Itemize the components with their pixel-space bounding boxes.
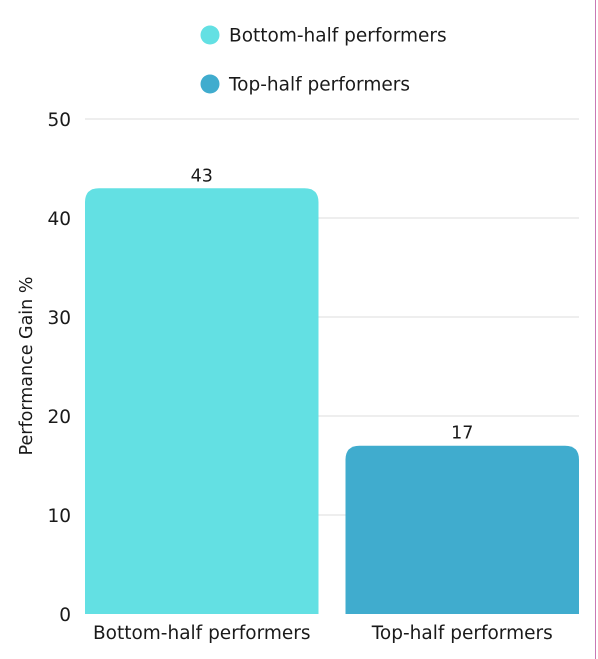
y-axis-label: Performance Gain % [17, 277, 37, 456]
data-label: 17 [451, 424, 473, 444]
y-tick-label: 50 [47, 110, 71, 131]
x-tick-label: Top-half performers [371, 623, 553, 644]
x-axis-ticks: Bottom-half performers Top-half performer… [93, 623, 553, 644]
bars [85, 188, 579, 615]
y-tick-label: 20 [47, 407, 71, 428]
x-tick-label: Bottom-half performers [93, 623, 311, 644]
bar [85, 188, 319, 615]
y-axis-ticks: 0 10 20 30 40 50 [47, 110, 71, 626]
y-tick-label: 0 [59, 605, 71, 626]
y-tick-label: 10 [47, 506, 71, 527]
data-label: 43 [191, 166, 213, 186]
data-labels: 43 17 [191, 166, 474, 443]
bar [345, 445, 579, 614]
legend-label: Top-half performers [228, 75, 410, 96]
legend-marker [200, 74, 220, 94]
y-tick-label: 40 [47, 209, 71, 230]
y-tick-label: 30 [47, 308, 71, 329]
legend-label: Bottom-half performers [229, 26, 447, 47]
edge-border-line [595, 0, 596, 659]
legend-marker [200, 25, 220, 45]
chart-legend: Bottom-half performers Top-half performer… [200, 25, 447, 96]
